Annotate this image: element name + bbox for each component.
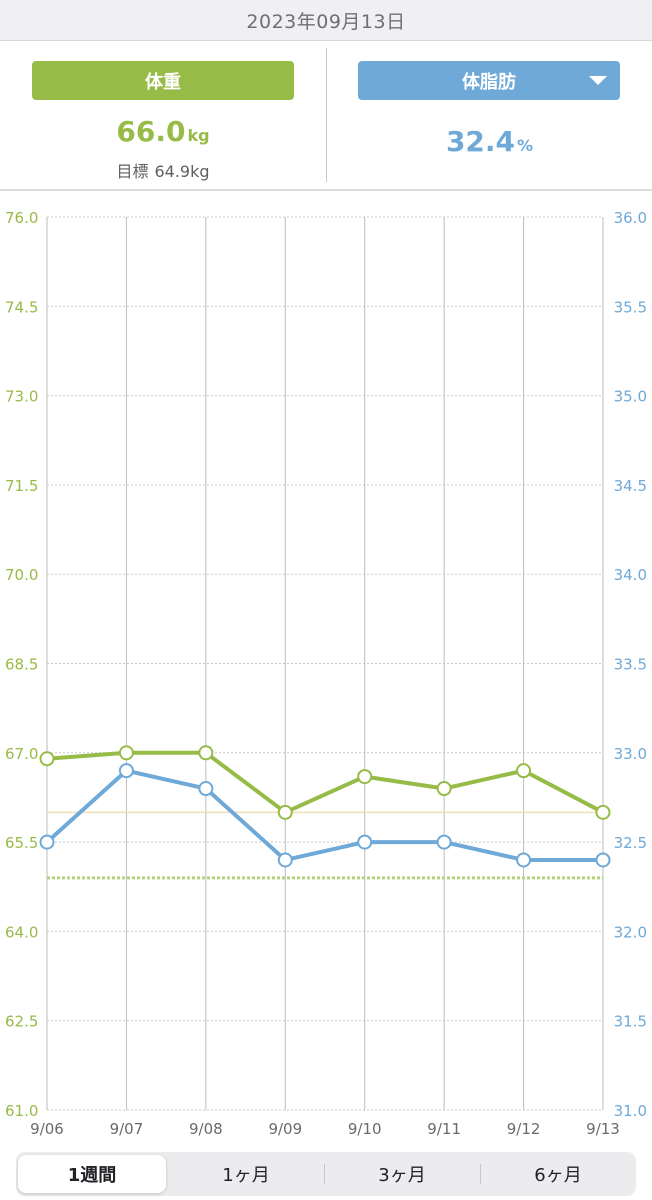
body-fat-value-number: 32.4: [445, 125, 516, 158]
range-selector: 1週間 1ヶ月 3ヶ月 6ヶ月: [16, 1152, 636, 1196]
y-right-tick-label: 32.0: [614, 923, 647, 941]
range-option-label: 1ヶ月: [222, 1165, 270, 1186]
x-tick-label: 9/07: [110, 1120, 144, 1138]
y-right-tick-label: 35.0: [614, 388, 647, 406]
fat-panel: 体脂肪 32.4%: [327, 40, 652, 190]
y-right-tick-label: 36.0: [614, 209, 647, 227]
body-fat-unit: %: [517, 136, 534, 155]
data-point: [277, 852, 293, 868]
goal-label: 目標: [116, 162, 149, 181]
data-point: [198, 745, 214, 761]
range-option-1month[interactable]: 1ヶ月: [171, 1155, 321, 1193]
data-point: [357, 834, 373, 850]
weight-goal: 目標 64.9kg: [0, 158, 326, 182]
weight-value: 66.0 kg: [0, 115, 326, 148]
header-divider: [0, 189, 652, 191]
series-line: [45, 768, 605, 862]
date-header: 2023年09月13日: [0, 0, 652, 41]
body-fat-button-label: 体脂肪: [462, 71, 516, 93]
y-left-tick-label: 65.5: [5, 834, 38, 852]
data-point: [118, 745, 134, 761]
data-point: [277, 804, 293, 820]
range-option-1week[interactable]: 1週間: [18, 1155, 166, 1193]
y-left-tick-label: 76.0: [5, 209, 38, 227]
y-left-tick-label: 61.0: [5, 1102, 38, 1120]
x-tick-label: 9/09: [268, 1120, 302, 1138]
y-left-tick-label: 70.0: [5, 566, 38, 584]
x-tick-label: 9/13: [586, 1120, 620, 1138]
data-point: [516, 763, 532, 779]
body-fat-value: 32.4%: [327, 125, 652, 158]
data-point: [357, 769, 373, 785]
weight-button-label: 体重: [145, 71, 181, 93]
data-point: [39, 751, 55, 767]
x-tick-label: 9/11: [427, 1120, 461, 1138]
y-right-tick-label: 35.5: [614, 298, 647, 316]
body-fat-dropdown-button[interactable]: 体脂肪: [358, 61, 620, 100]
range-option-label: 6ヶ月: [534, 1165, 582, 1186]
data-point: [595, 852, 611, 868]
x-tick-label: 9/06: [30, 1120, 64, 1138]
y-left-tick-label: 67.0: [5, 745, 38, 763]
x-tick-label: 9/08: [189, 1120, 223, 1138]
date-text: 2023年09月13日: [246, 10, 406, 33]
range-option-label: 3ヶ月: [378, 1165, 426, 1186]
y-right-tick-label: 34.5: [614, 477, 647, 495]
range-separator: [324, 1164, 325, 1184]
data-point: [198, 781, 214, 797]
series-line: [45, 750, 605, 815]
y-left-tick-label: 73.0: [5, 388, 38, 406]
weight-button[interactable]: 体重: [32, 61, 294, 100]
data-point: [118, 763, 134, 779]
chevron-down-icon: [589, 76, 607, 85]
data-point: [595, 804, 611, 820]
weight-unit: kg: [187, 126, 210, 145]
weight-bodyfat-chart: 61.0 31.0 62.5 31.5 64.0 32.0 65.5 32.5 67.0 33.0…: [5, 209, 647, 1138]
x-tick-label: 9/12: [507, 1120, 541, 1138]
range-option-label: 1週間: [67, 1165, 117, 1186]
y-right-tick-label: 31.5: [614, 1013, 647, 1031]
range-separator: [480, 1164, 481, 1184]
y-right-tick-label: 33.5: [614, 656, 647, 674]
y-left-tick-label: 68.5: [5, 656, 38, 674]
y-left-tick-label: 71.5: [5, 477, 38, 495]
goal-value: 64.9kg: [154, 162, 210, 181]
data-point: [39, 834, 55, 850]
y-right-tick-label: 33.0: [614, 745, 647, 763]
data-point: [436, 781, 452, 797]
y-left-tick-label: 62.5: [5, 1013, 38, 1031]
panel-divider: [326, 48, 327, 182]
range-option-3months[interactable]: 3ヶ月: [327, 1155, 477, 1193]
weight-value-number: 66.0: [116, 115, 186, 148]
y-left-tick-label: 74.5: [5, 298, 38, 316]
y-right-tick-label: 34.0: [614, 566, 647, 584]
y-right-tick-label: 31.0: [614, 1102, 647, 1120]
x-tick-label: 9/10: [348, 1120, 382, 1138]
data-point: [436, 834, 452, 850]
data-point: [516, 852, 532, 868]
y-right-tick-label: 32.5: [614, 834, 647, 852]
weight-panel: 体重 66.0 kg 目標 64.9kg: [0, 40, 326, 190]
y-left-tick-label: 64.0: [5, 923, 38, 941]
range-option-6months[interactable]: 6ヶ月: [483, 1155, 633, 1193]
